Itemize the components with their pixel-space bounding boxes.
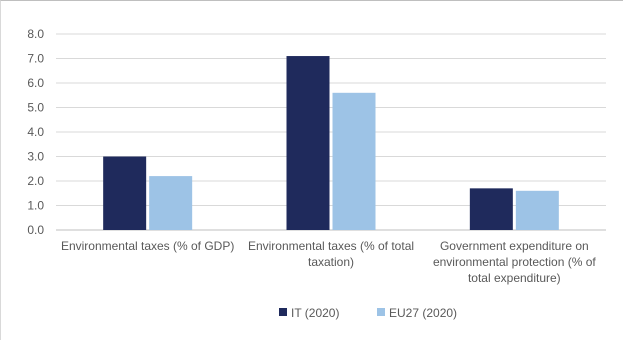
y-axis: 0.0 1.0 2.0 3.0 4.0 5.0 6.0 7.0 8.0 [27,27,44,237]
x-tick-label-line: Environmental taxes (% of GDP) [61,239,234,253]
x-tick-label-line: Government expenditure on [440,239,589,253]
bar-it-1 [286,56,330,230]
x-tick-label: Government expenditure on environmental p… [433,239,596,285]
bar-eu27-0 [149,176,193,230]
y-tick-label: 2.0 [27,174,44,188]
bar-it-0 [103,156,147,230]
bar-eu27-1 [332,92,376,230]
y-tick-label: 8.0 [27,27,44,41]
x-tick-label-line: taxation) [308,255,354,269]
legend-swatch [377,308,385,316]
bar-it-2 [469,188,513,230]
y-tick-label: 4.0 [27,125,44,139]
bar-eu27-2 [515,190,559,230]
x-tick-label: Environmental taxes (% of total taxation) [248,239,414,269]
y-tick-label: 7.0 [27,52,44,66]
gridlines [56,33,606,231]
legend-label: IT (2020) [291,306,339,320]
x-axis: Environmental taxes (% of GDP) Environmen… [61,239,596,285]
x-tick-label-line: total expenditure) [468,271,561,285]
bars [103,56,559,230]
x-tick-label-line: Environmental taxes (% of total [248,239,414,253]
y-tick-label: 6.0 [27,76,44,90]
legend-swatch [279,308,287,316]
y-tick-label: 5.0 [27,101,44,115]
x-tick-label: Environmental taxes (% of GDP) [61,239,234,253]
y-tick-label: 3.0 [27,150,44,164]
x-tick-label-line: environmental protection (% of [433,255,596,269]
y-tick-label: 0.0 [27,223,44,237]
y-tick-label: 1.0 [27,199,44,213]
legend-label: EU27 (2020) [389,306,457,320]
legend: IT (2020) EU27 (2020) [279,306,457,320]
